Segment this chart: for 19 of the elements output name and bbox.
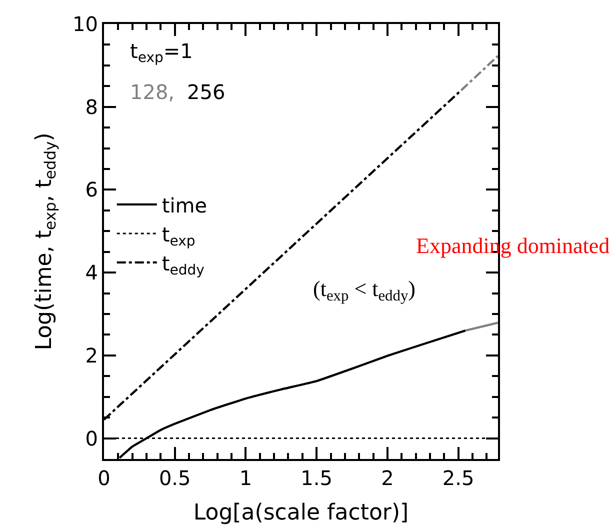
- x-tick-label: 0.5: [158, 466, 191, 490]
- y-tick-label: 4: [85, 260, 98, 285]
- annotation: t$_{exp}$=1: [130, 39, 193, 66]
- y-tick-label: 2: [85, 343, 98, 368]
- x-tick-label: 2: [381, 466, 394, 490]
- x-tick-label: 2.5: [442, 466, 474, 490]
- annotation: 256: [187, 80, 226, 104]
- y-tick-label: 8: [85, 94, 98, 119]
- legend-label: t$_{eddy}$: [162, 251, 204, 278]
- x-tick-label: 1: [239, 466, 252, 490]
- y-tick-label: 10: [72, 12, 98, 36]
- y-tick-label: 6: [85, 178, 98, 202]
- legend-label: t$_{exp}$: [162, 222, 196, 250]
- annotation: (t$_{exp}$ < t$_{eddy}$): [313, 276, 416, 305]
- legend-label: time: [162, 193, 208, 218]
- annotation: 128,: [130, 80, 175, 104]
- x-tick-label: 1.5: [300, 466, 332, 490]
- y-tick-label: 0: [85, 426, 98, 450]
- x-axis-title: Log[a(scale factor)]: [193, 500, 409, 526]
